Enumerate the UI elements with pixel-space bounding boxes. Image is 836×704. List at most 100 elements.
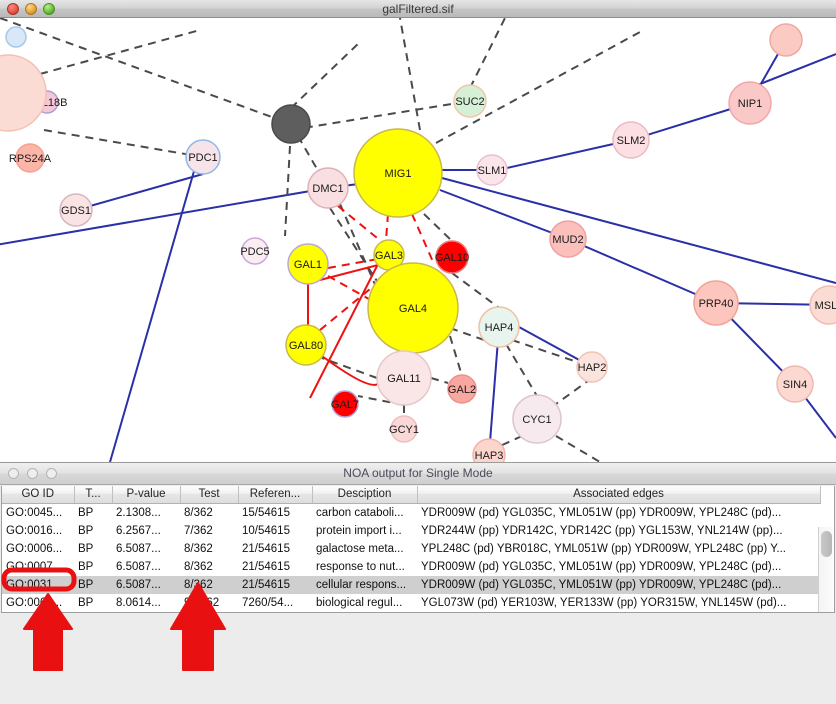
node-gal80[interactable]: GAL80 (285, 324, 327, 366)
noa-results-table[interactable]: GO ID T... P-value Test Referen... Desci… (2, 486, 821, 613)
node-unlabeled[interactable] (0, 54, 47, 132)
edge-pd (451, 272, 503, 311)
node-circle[interactable] (693, 280, 739, 326)
node-label: HAP2 (578, 362, 607, 374)
test-cell-row-2: 7/362 (184, 524, 213, 537)
node-circle[interactable] (447, 374, 477, 404)
node-circle[interactable] (5, 26, 27, 48)
node-unlabeled[interactable] (271, 104, 311, 144)
node-circle[interactable] (285, 324, 327, 366)
node-prp40[interactable]: PRP40 (693, 280, 739, 326)
node-label: PDC1 (188, 152, 217, 164)
node-gcy1[interactable]: GCY1 (389, 415, 419, 443)
node-hap4[interactable]: HAP4 (478, 306, 520, 348)
results-table-container[interactable]: GO ID T... P-value Test Referen... Desci… (1, 486, 835, 613)
node-circle[interactable] (59, 193, 93, 227)
node-circle[interactable] (390, 415, 418, 443)
node-gds1[interactable]: GDS1 (59, 193, 93, 227)
column-header-go-id[interactable]: GO ID (2, 486, 75, 504)
node-circle[interactable] (453, 84, 487, 118)
node-label: NIP1 (738, 98, 762, 110)
node-slm2[interactable]: SLM2 (612, 121, 650, 159)
node-dmc1[interactable]: DMC1 (307, 167, 349, 209)
table-row[interactable]: GO:0016... BP 6.2567... 7/362 10/54615 protei… (2, 522, 820, 540)
node-sin4[interactable]: SIN4 (776, 365, 814, 403)
panel-minimize-button[interactable] (27, 468, 38, 479)
panel-close-button[interactable] (8, 468, 19, 479)
node-circle[interactable] (476, 154, 508, 186)
network-canvas[interactable]: RPL18B RPS24A GDS1 PDC1 PDC5 DMC1 SUC2 MIG1 SLM1… (0, 18, 836, 462)
node-unlabeled[interactable] (769, 23, 803, 57)
node-circle[interactable] (331, 390, 359, 418)
minimize-window-button[interactable] (25, 3, 37, 15)
node-circle[interactable] (576, 351, 608, 383)
close-window-button[interactable] (7, 3, 19, 15)
node-circle[interactable] (435, 240, 469, 274)
node-circle[interactable] (478, 306, 520, 348)
node-circle[interactable] (809, 285, 836, 325)
column-header-description[interactable]: Desciption (312, 486, 418, 504)
node-circle[interactable] (376, 350, 432, 406)
node-circle[interactable] (307, 167, 349, 209)
node-pdc1[interactable]: PDC1 (185, 139, 221, 175)
column-header-reference[interactable]: Referen... (238, 486, 313, 504)
scrollbar-thumb[interactable] (821, 531, 832, 557)
description-cell-row-3: galactose meta... (316, 542, 404, 555)
node-circle[interactable] (776, 365, 814, 403)
node-gal11[interactable]: GAL11 (376, 350, 432, 406)
node-rps24a[interactable]: RPS24A (9, 143, 52, 173)
table-row[interactable]: GO:0006... BP 6.5087... 8/362 21/54615 galact… (2, 540, 820, 558)
edge-highlight (319, 263, 383, 281)
table-row[interactable]: GO:0031... BP 6.5087... 8/362 21/54615 cellul… (2, 575, 820, 594)
edge-pd (449, 327, 488, 342)
node-gal2[interactable]: GAL2 (447, 374, 477, 404)
node-hap3[interactable]: HAP3 (472, 438, 506, 462)
table-row[interactable]: GO:0065... BP 8.0614... 94/362 7260/54... bio… (2, 594, 820, 612)
node-circle[interactable] (728, 81, 772, 125)
type-cell-row-1: BP (78, 506, 94, 519)
table-row[interactable]: GO:0031...BP1.3324...11/362105/546...res… (2, 612, 820, 613)
node-hap2[interactable]: HAP2 (576, 351, 608, 383)
column-header-test[interactable]: Test (180, 486, 239, 504)
panel-zoom-button[interactable] (46, 468, 57, 479)
node-circle[interactable] (241, 237, 269, 265)
node-unlabeled[interactable] (5, 26, 27, 48)
column-header-type[interactable]: T... (74, 486, 113, 504)
table-row[interactable]: GO:0007... BP 6.5087... 8/362 21/54615 respon… (2, 558, 820, 576)
node-gal7[interactable]: GAL7 (331, 390, 359, 418)
node-gal1[interactable]: GAL1 (287, 243, 329, 285)
node-circle[interactable] (769, 23, 803, 57)
node-mud2[interactable]: MUD2 (549, 220, 587, 258)
node-circle[interactable] (472, 438, 506, 462)
node-circle[interactable] (287, 243, 329, 285)
edge-pp (506, 139, 632, 169)
node-circle[interactable] (0, 54, 47, 132)
node-circle[interactable] (271, 104, 311, 144)
node-circle[interactable] (512, 394, 562, 444)
node-cyc1[interactable]: CYC1 (512, 394, 562, 444)
node-gal10[interactable]: GAL10 (435, 240, 469, 274)
node-circle[interactable] (185, 139, 221, 175)
table-row[interactable]: GO:0045... BP 2.1308... 8/362 15/54615 carbon… (2, 503, 820, 522)
node-msl5[interactable]: MSL5 (809, 285, 836, 325)
node-circle[interactable] (353, 128, 443, 218)
node-circle[interactable] (612, 121, 650, 159)
node-gal4[interactable]: GAL4 (367, 262, 459, 354)
node-suc2[interactable]: SUC2 (453, 84, 487, 118)
node-slm1[interactable]: SLM1 (476, 154, 508, 186)
table-body[interactable]: GO:0045... BP 2.1308... 8/362 15/54615 carbon… (2, 503, 820, 613)
zoom-window-button[interactable] (43, 3, 55, 15)
node-label: GCY1 (389, 424, 419, 436)
node-circle[interactable] (15, 143, 45, 173)
column-header-associated-edges[interactable]: Associated edges (417, 486, 821, 504)
edge-pd (290, 100, 471, 131)
node-mig1[interactable]: MIG1 (353, 128, 443, 218)
node-pdc5[interactable]: PDC5 (240, 237, 270, 265)
table-vertical-scrollbar[interactable] (818, 527, 833, 612)
column-header-p-value[interactable]: P-value (112, 486, 181, 504)
node-circle[interactable] (549, 220, 587, 258)
node-nip1[interactable]: NIP1 (728, 81, 772, 125)
